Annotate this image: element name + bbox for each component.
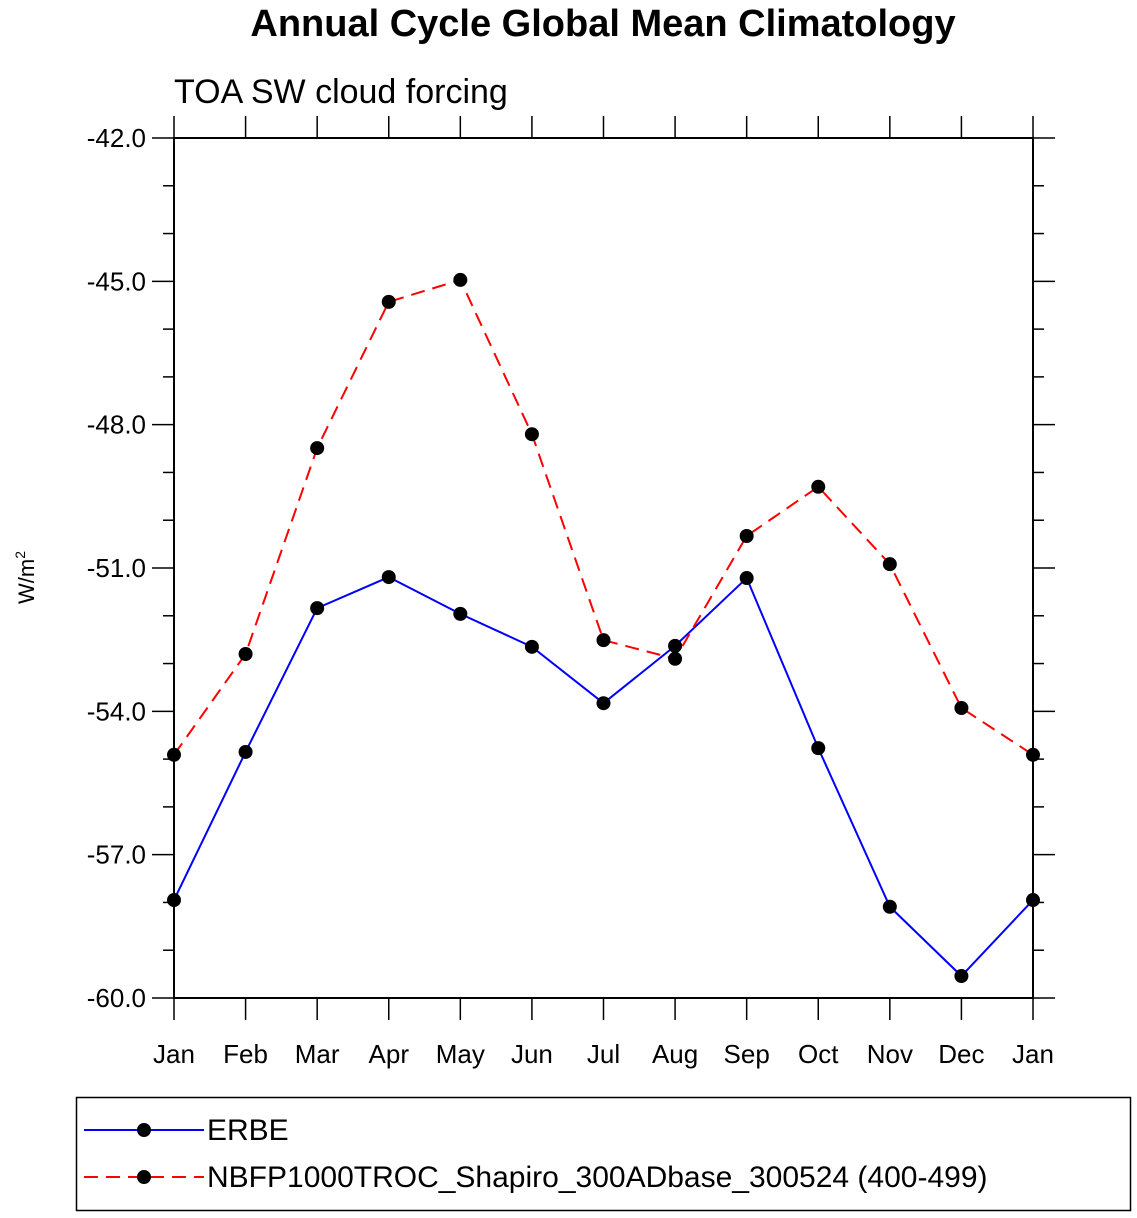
plot-frame (173, 137, 1034, 999)
data-point (882, 557, 897, 572)
data-point (453, 606, 468, 621)
data-point (238, 647, 253, 661)
legend-box (75, 1096, 1132, 1212)
legend: ERBE NBFP1000TROC_Shapiro_300ADbase_30052… (75, 1096, 1132, 1212)
data-point (310, 441, 325, 456)
y-tick-label: -42.0 (87, 123, 146, 153)
legend-label: NBFP1000TROC_Shapiro_300ADbase_300524 (4… (207, 1161, 988, 1194)
data-point (882, 899, 897, 914)
data-point (596, 633, 611, 648)
data-point (524, 639, 539, 654)
data-point (381, 294, 396, 309)
legend-label: ERBE (207, 1114, 289, 1147)
x-tick-label: Jul (587, 1039, 620, 1069)
data-point (310, 601, 325, 616)
series-line-1 (173, 278, 1034, 756)
x-tick-label: Jan (1012, 1039, 1054, 1069)
data-point (811, 479, 826, 494)
data-point (596, 696, 611, 711)
y-tick-label: -54.0 (87, 696, 146, 726)
data-point (668, 651, 683, 666)
y-tick-label: -51.0 (87, 553, 146, 583)
y-tick-label: -48.0 (87, 410, 146, 440)
data-point (1026, 747, 1040, 762)
y-tick-label: -60.0 (87, 983, 146, 1013)
y-tick-label: -57.0 (87, 840, 146, 870)
x-tick-label: Jan (153, 1039, 195, 1069)
data-point (524, 427, 539, 442)
x-tick-label: Dec (938, 1039, 984, 1069)
data-point (739, 528, 754, 543)
data-point (954, 969, 969, 984)
data-point (453, 272, 468, 287)
data-point (381, 570, 396, 585)
x-tick-label: Feb (223, 1039, 268, 1069)
data-point (167, 747, 181, 762)
data-point (238, 744, 253, 759)
x-tick-label: Nov (867, 1039, 913, 1069)
y-axis-label: W/m2 (12, 551, 39, 604)
chart-subtitle: TOA SW cloud forcing (174, 73, 508, 111)
chart-title: Annual Cycle Global Mean Climatology (250, 3, 955, 45)
series-group (167, 272, 1040, 984)
data-point (811, 741, 826, 756)
data-point (739, 571, 754, 586)
data-point (954, 700, 969, 715)
legend-marker (137, 1170, 151, 1184)
x-tick-label: Jun (511, 1039, 553, 1069)
x-tick-label: Sep (724, 1039, 770, 1069)
y-tick-label: -45.0 (87, 266, 146, 296)
x-tick-label: Mar (295, 1039, 340, 1069)
x-tick-label: Apr (369, 1039, 410, 1069)
data-point (668, 638, 683, 653)
data-point (1026, 893, 1040, 908)
x-tick-label: Aug (652, 1039, 698, 1069)
legend-marker (137, 1123, 151, 1137)
data-point (167, 893, 181, 908)
x-tick-label: May (436, 1039, 485, 1069)
x-tick-label: Oct (798, 1039, 839, 1069)
